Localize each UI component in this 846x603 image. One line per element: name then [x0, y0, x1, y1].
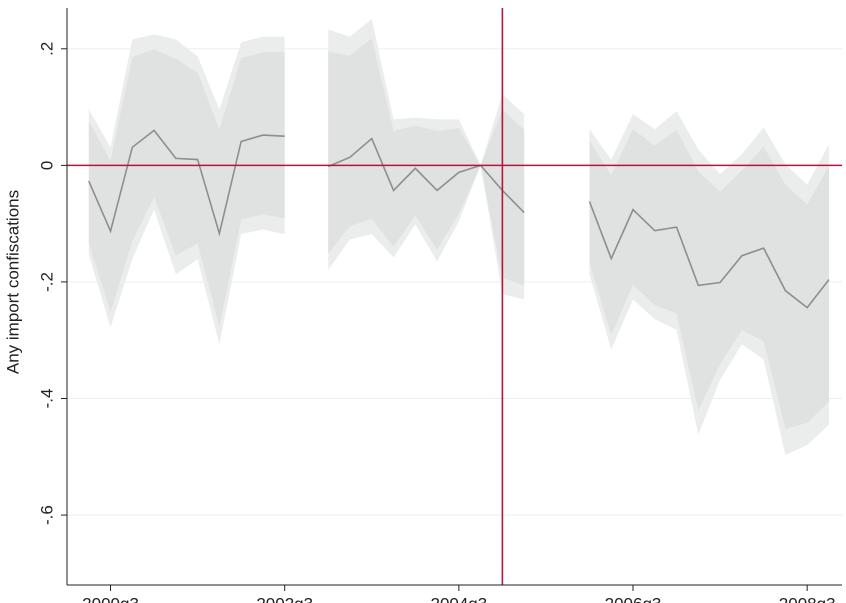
y-tick-label: .2	[37, 42, 56, 56]
y-tick-label: -.4	[37, 389, 56, 409]
y-tick-label: -.6	[37, 505, 56, 525]
confidence-band	[589, 129, 829, 429]
estimate-line	[88, 129, 830, 309]
confidence-band	[88, 49, 285, 327]
y-tick-label: 0	[37, 161, 56, 170]
x-tick-label: 2008q3	[779, 594, 836, 603]
x-tick-label: 2000q3	[82, 594, 139, 603]
y-axis-label: Any import confiscations	[3, 190, 22, 374]
x-tick-label: 2002q3	[256, 594, 313, 603]
y-tick-label: -.2	[37, 272, 56, 292]
x-tick-label: 2006q3	[605, 594, 662, 603]
x-tick-label: 2004q3	[430, 594, 487, 603]
confidence-band	[328, 38, 525, 286]
